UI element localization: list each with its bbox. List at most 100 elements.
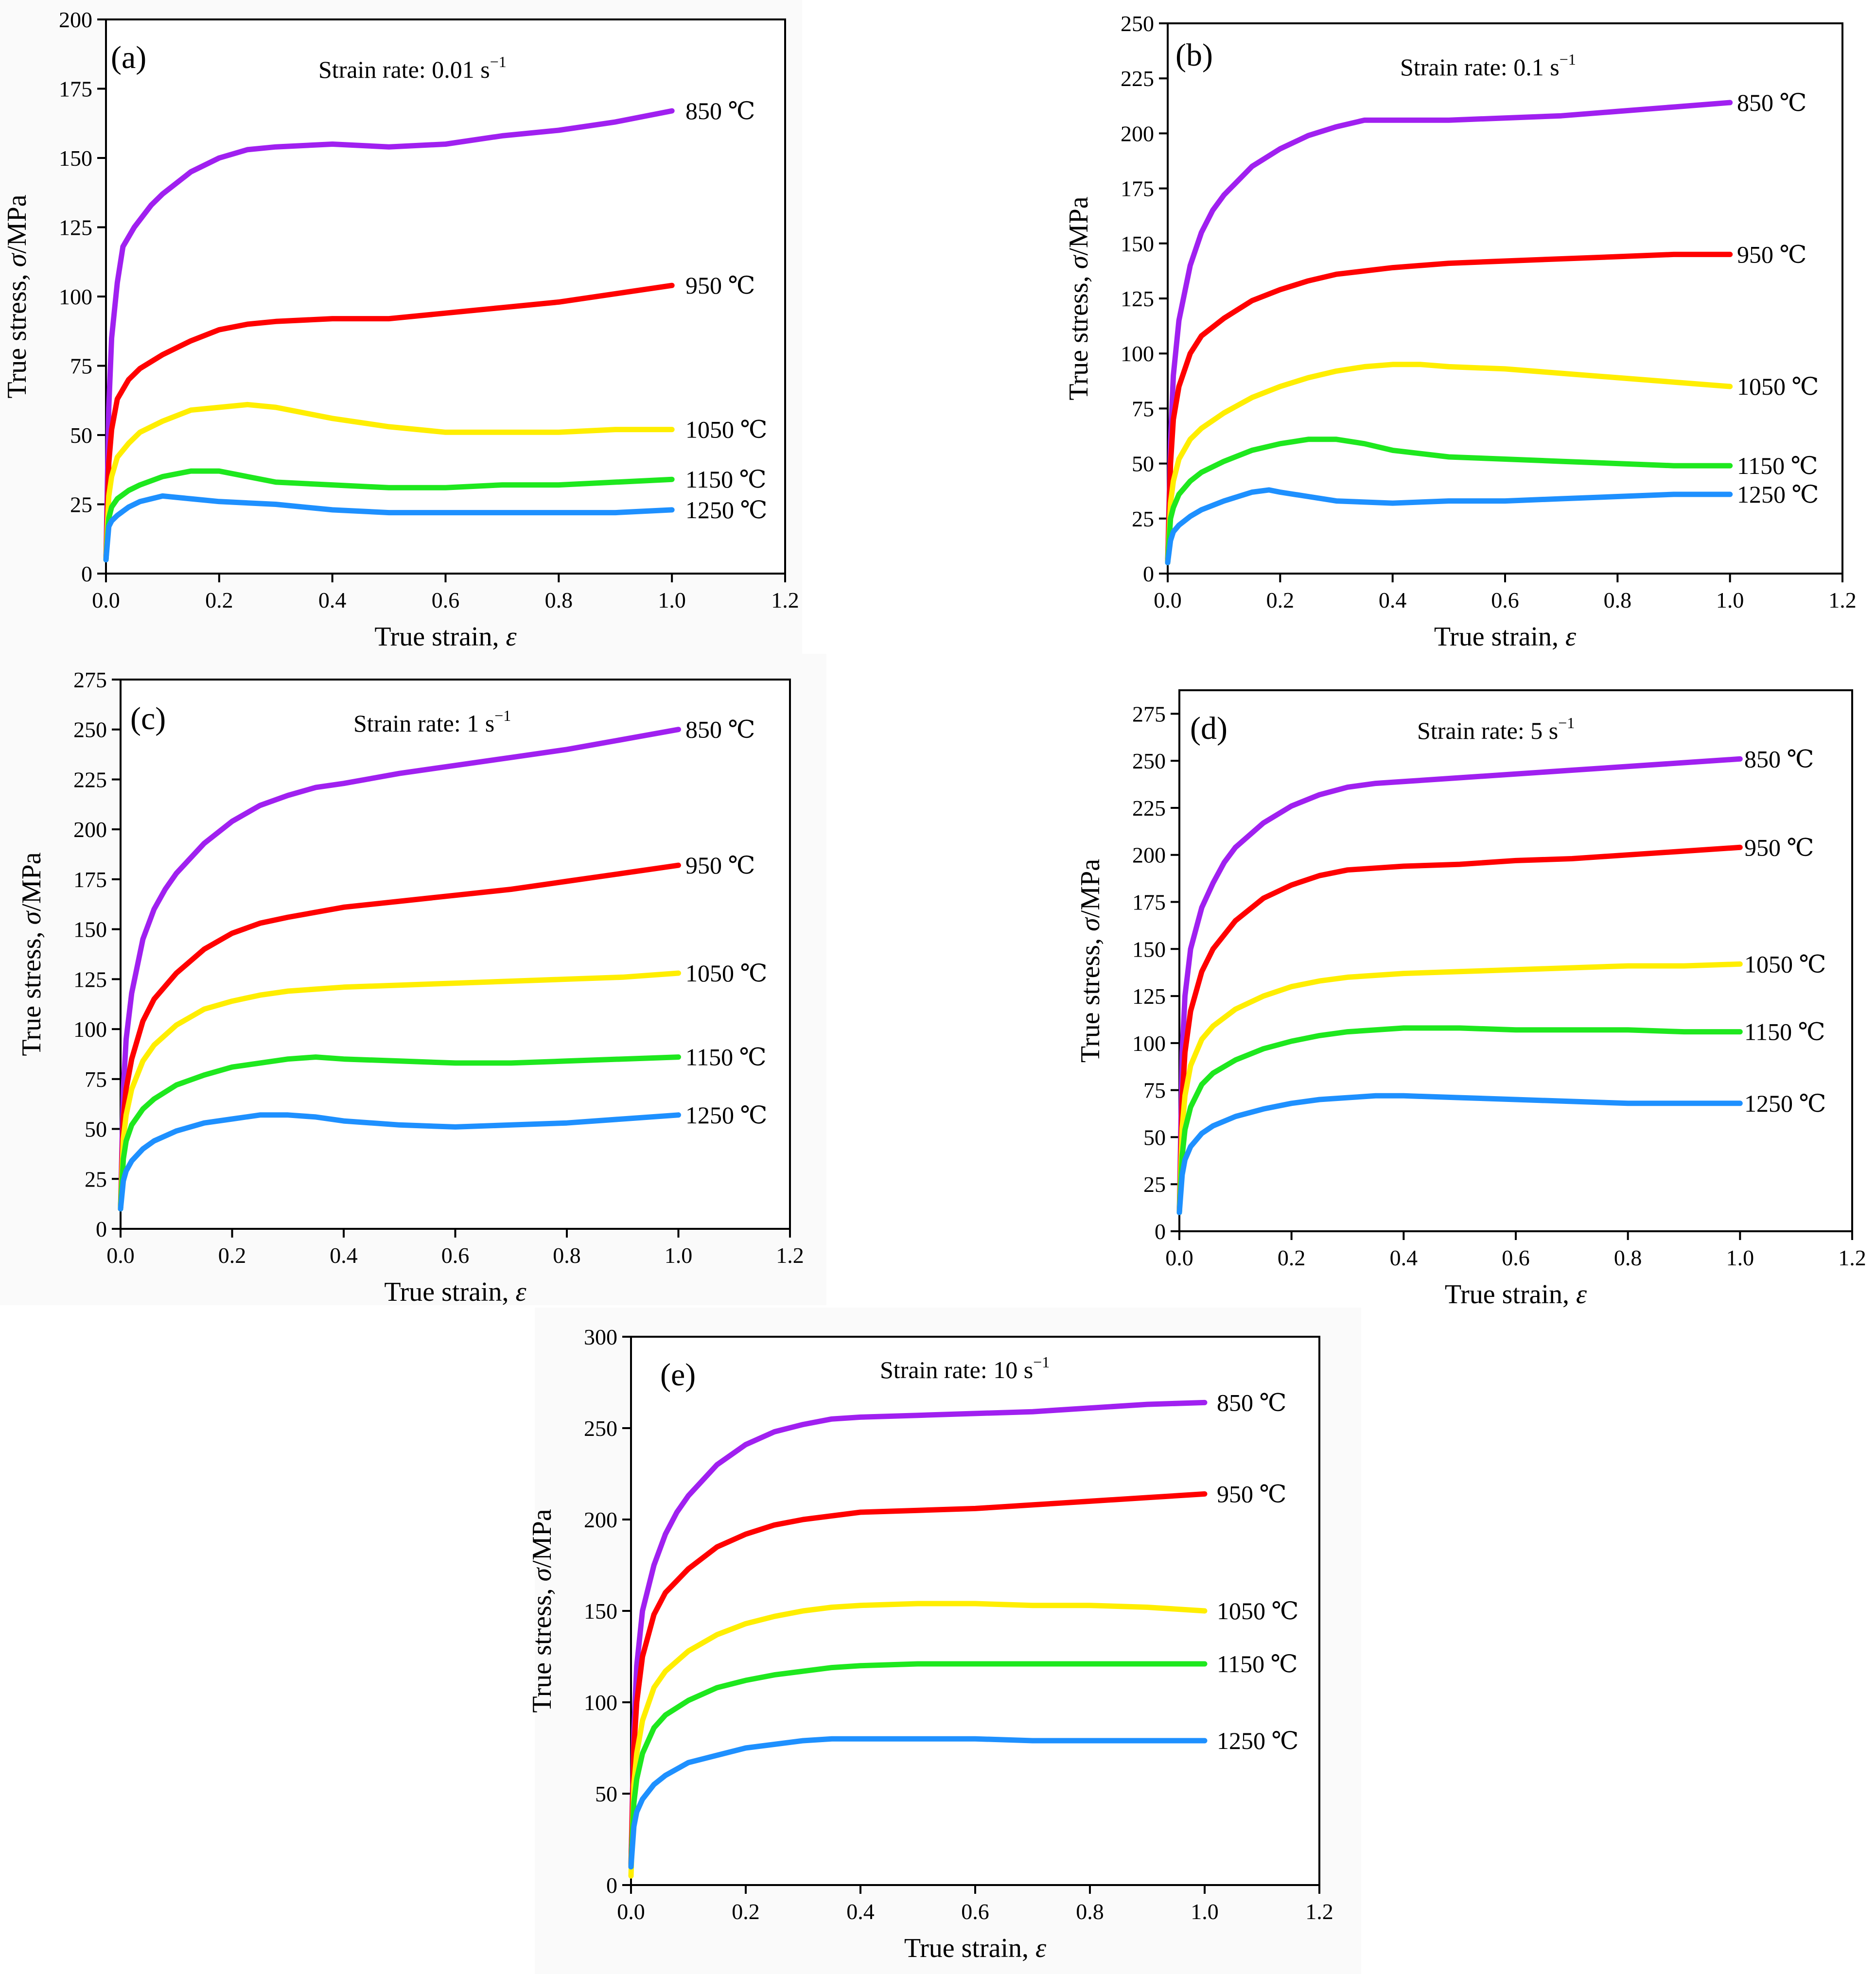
x-axis-label-text: True strain, [904,1933,1035,1963]
y-axis-label: True stress, σ/MPa [1075,859,1105,1063]
x-tick-label: 0.6 [1502,1245,1530,1270]
strain-rate-exponent: −1 [494,707,511,724]
y-axis-label-text: True stress, [2,267,32,398]
y-axis-label: True stress, σ/MPa [2,194,32,398]
y-axis-label-unit: /MPa [1064,196,1094,255]
chart-panel-a: 0.0 0.2 0.4 0.6 0.8 1.0 1.2 0 25 50 75 100 125 150 175… [2,7,799,652]
y-tick-label: 175 [1121,176,1154,201]
x-tick-label: 0.2 [1278,1245,1306,1270]
x-axis-label: True strain, ε [374,622,517,652]
strain-rate-text: Strain rate: 5 s [1417,717,1558,744]
y-axis-label-text: True stress, [17,925,47,1056]
series-label: 950 ℃ [1217,1480,1286,1507]
x-tick-label: 0.4 [1390,1245,1418,1270]
series-label: 1150 ℃ [1744,1018,1825,1046]
x-tick-label: 0.0 [106,1243,135,1268]
y-tick-label: 175 [1132,890,1166,915]
series-line-1050C [1176,961,1743,1215]
plot-frame [1167,22,1843,575]
y-tick-label: 200 [73,817,107,842]
y-tick-label: 200 [1121,121,1154,146]
strain-rate-label: Strain rate: 1 s−1 [353,707,511,737]
y-axis-label: True stress, σ/MPa [1064,196,1094,400]
y-tick-label: 50 [595,1782,617,1806]
panels: 0.0 0.2 0.4 0.6 0.8 1.0 1.2 0 25 50 75 100 125 150 175… [2,7,1866,1963]
series-label: 850 ℃ [1217,1389,1286,1416]
series-line-1150C [118,1054,681,1212]
x-tick-label: 0.4 [330,1243,358,1268]
panel-label: (b) [1175,37,1213,73]
series-label: 1050 ℃ [1744,950,1826,978]
x-axis-label-text: True strain, [1434,622,1565,652]
series-line-1250C [1176,1093,1743,1215]
y-tick-label: 150 [73,917,107,942]
series-line-950C [628,1491,1208,1869]
series-label: 1150 ℃ [1737,452,1818,479]
panel-label: (a) [111,40,146,75]
chart-panel-b: 0.0 0.2 0.4 0.6 0.8 1.0 1.2 0 25 50 75 100 125 150 175… [1064,11,1857,652]
series-line-950C [103,282,675,562]
y-tick-label: 75 [1143,1078,1166,1103]
x-tick-label: 0.8 [553,1243,581,1268]
series-label: 1050 ℃ [685,416,767,443]
strain-rate-exponent: −1 [1558,714,1575,732]
series-label: 1250 ℃ [1217,1727,1298,1754]
y-tick-label: 125 [1132,984,1166,1009]
series-line-850C [628,1399,1208,1869]
x-axis-label: True strain, ε [904,1933,1047,1963]
x-tick-label: 0.4 [318,588,347,612]
y-tick-label: 250 [1132,749,1166,773]
y-tick-label: 225 [1121,66,1154,91]
chart-panel-d: 0.0 0.2 0.4 0.6 0.8 1.0 1.2 0 25 50 75 100 125 150 175… [1075,689,1866,1310]
y-tick-label: 100 [1121,341,1154,366]
panel-label: (e) [660,1357,696,1393]
x-tick-label: 0.2 [1266,588,1295,612]
x-axis-label-symbol: ε [1035,1933,1047,1963]
y-tick-label: 150 [584,1599,617,1624]
y-tick-label: 275 [73,667,107,692]
chart-panel-e: 0.0 0.2 0.4 0.6 0.8 1.0 1.2 0 50 100 150 200 250 300 T… [527,1325,1333,1963]
series-line-850C [1165,100,1733,565]
series-label: 850 ℃ [685,97,755,124]
y-axis-label: True stress, σ/MPa [527,1509,557,1712]
strain-rate-exponent: −1 [490,53,507,70]
y-axis-label-symbol: σ [17,910,47,925]
strain-rate-label: Strain rate: 10 s−1 [880,1353,1050,1383]
x-tick-label: 0.0 [92,588,120,612]
y-tick-label: 100 [584,1690,617,1715]
x-axis-label: True strain, ε [1445,1279,1587,1310]
y-tick-label: 0 [81,561,92,586]
y-axis-label: True stress, σ/MPa [17,852,47,1056]
series-line-950C [1176,844,1743,1215]
y-tick-label: 25 [70,492,92,517]
y-tick-label: 300 [584,1325,617,1349]
x-tick-label: 1.0 [1191,1899,1219,1924]
x-tick-label: 0.0 [1165,1245,1193,1270]
series-line-950C [1165,251,1733,565]
series-line-850C [1176,756,1743,1215]
x-tick-label: 0.0 [1154,588,1182,612]
y-tick-label: 125 [73,967,107,992]
y-tick-label: 75 [1132,396,1154,421]
y-axis-label-text: True stress, [1064,269,1094,400]
strain-rate-text: Strain rate: 10 s [880,1356,1033,1383]
strain-rate-text: Strain rate: 0.01 s [318,56,490,83]
y-axis-label-unit: /MPa [17,852,47,911]
x-tick-label: 0.2 [732,1899,760,1924]
y-tick-label: 75 [85,1067,107,1092]
x-axis-label-text: True strain, [384,1277,515,1307]
y-tick-label: 0 [1143,561,1154,586]
x-axis-label-symbol: ε [516,1277,527,1307]
strain-rate-label: Strain rate: 0.1 s−1 [1400,51,1576,81]
x-tick-label: 0.8 [1614,1245,1642,1270]
y-tick-label: 0 [1155,1219,1166,1244]
y-tick-label: 100 [1132,1031,1166,1056]
x-axis-label-text: True strain, [374,622,506,652]
x-axis-label-symbol: ε [506,622,517,652]
series-label: 1150 ℃ [685,466,767,493]
y-tick-label: 200 [584,1507,617,1532]
x-tick-label: 1.2 [771,588,799,612]
x-tick-label: 1.0 [1716,588,1744,612]
x-tick-label: 0.6 [432,588,460,612]
